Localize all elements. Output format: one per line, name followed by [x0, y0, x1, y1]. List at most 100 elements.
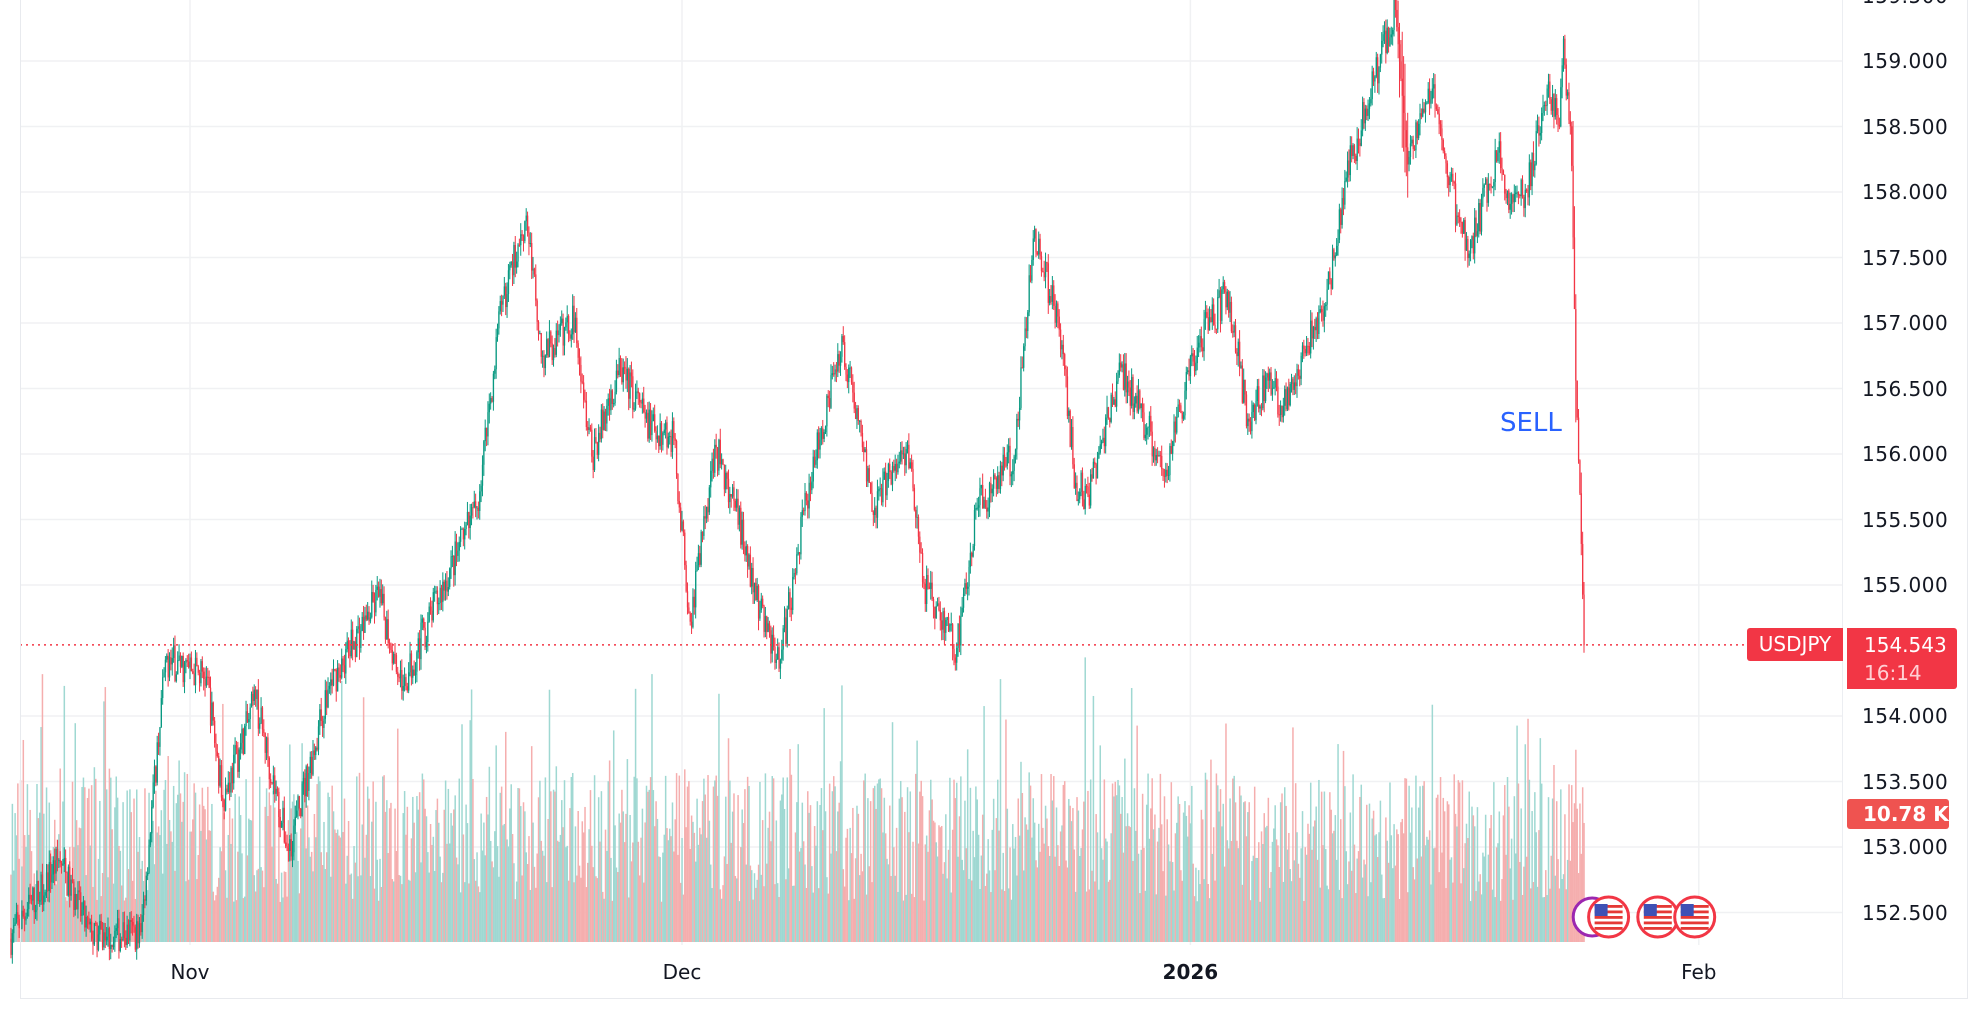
volume-bar: [655, 801, 657, 942]
volume-bar: [971, 880, 973, 942]
volume-bar: [1180, 870, 1182, 942]
candle-body: [369, 617, 372, 622]
candle-body: [434, 591, 436, 593]
candle-body: [1444, 150, 1446, 157]
volume-bar: [1222, 803, 1224, 942]
candle-body: [834, 369, 836, 375]
candle-body: [450, 556, 452, 569]
volume-bar: [1255, 857, 1257, 942]
candle-body: [205, 676, 208, 686]
volume-bar: [116, 797, 119, 942]
candle-body: [753, 582, 756, 593]
candle-body: [1542, 106, 1544, 114]
candle-body: [104, 932, 106, 941]
volume-bar: [362, 697, 365, 942]
volume-bar: [86, 797, 89, 942]
candle-body: [1579, 460, 1581, 494]
candle-body: [1557, 114, 1559, 125]
volume-bar: [310, 851, 313, 942]
us-flag-icon[interactable]: [1587, 895, 1631, 939]
candle-body: [285, 842, 287, 847]
candle-body: [949, 624, 951, 631]
candle-body: [1017, 418, 1019, 421]
volume-bar: [950, 892, 953, 942]
volume-bar: [667, 840, 670, 942]
candle-body: [1362, 102, 1364, 131]
candle-body: [216, 751, 219, 757]
candle-body: [1387, 27, 1390, 47]
volume-bar: [1370, 882, 1372, 942]
events[interactable]: [1571, 895, 1717, 939]
candle-body: [1240, 365, 1242, 369]
candle-body: [286, 846, 288, 848]
candle-body: [1114, 399, 1116, 407]
candle-body: [807, 500, 809, 509]
volume-bar: [915, 773, 917, 942]
candle-body: [34, 910, 37, 913]
candle-body: [1102, 437, 1104, 442]
flag-stripe: [1643, 927, 1672, 930]
volume-bar: [432, 836, 435, 942]
candle-body: [1264, 377, 1267, 401]
volume-bar: [783, 808, 786, 942]
volume-bar: [1275, 839, 1278, 942]
volume-bar: [1311, 849, 1313, 942]
volume-bar: [660, 901, 663, 942]
volume-bar: [1510, 838, 1513, 942]
volume-bar: [1420, 856, 1423, 942]
volume-bar: [375, 801, 377, 942]
candle-body: [930, 582, 932, 589]
candle-body: [455, 541, 458, 556]
volume-bar: [802, 841, 805, 942]
volume-bar: [741, 809, 743, 942]
volume-bar: [727, 738, 730, 942]
volume-bar: [515, 881, 518, 942]
volume-bar: [1095, 814, 1097, 942]
volume-bar: [1273, 828, 1275, 942]
candle-body: [1270, 372, 1272, 395]
candle-body: [311, 756, 313, 775]
candle-body: [684, 532, 686, 566]
volume-bar: [1046, 818, 1048, 942]
candle-body: [207, 676, 209, 678]
candle-body: [323, 718, 325, 728]
volume-bar: [593, 775, 596, 942]
candle-body: [485, 427, 488, 437]
volume-bar: [1334, 815, 1337, 942]
volume-bar: [433, 870, 436, 942]
candle-body: [345, 649, 347, 674]
candle-body: [641, 398, 644, 404]
volume-bar: [761, 820, 764, 942]
candle-body: [140, 923, 142, 933]
volume-bar: [759, 781, 761, 942]
volume-bar: [1277, 845, 1279, 942]
volume-bar: [1147, 773, 1149, 942]
volume-bar: [234, 793, 236, 942]
candle-body: [1374, 76, 1376, 82]
us-flag-icon[interactable]: [1673, 895, 1717, 939]
candle-body: [1372, 71, 1375, 82]
volume-bar: [1289, 869, 1291, 942]
volume-bar: [734, 875, 737, 942]
volume-bar: [604, 829, 607, 942]
candle-body: [1107, 407, 1110, 419]
candle-body: [1572, 165, 1574, 238]
candle-body: [272, 775, 275, 784]
volume-bar: [119, 850, 122, 942]
candle-body: [711, 458, 713, 471]
volume-bar: [637, 841, 640, 942]
candle-body: [440, 587, 443, 603]
candle-body: [186, 660, 188, 662]
candle-body: [1258, 386, 1260, 409]
us-flag-icon[interactable]: [1636, 895, 1680, 939]
candle-body: [976, 507, 978, 509]
candle-body: [1110, 394, 1112, 422]
volume-bar: [464, 882, 466, 942]
candle-body: [1539, 132, 1541, 136]
volume-bar: [151, 799, 153, 942]
volume-bar: [550, 791, 552, 942]
volume-bar: [991, 829, 994, 942]
price-tick-label: 155.000: [1862, 573, 1949, 597]
candle-body: [1079, 491, 1081, 500]
